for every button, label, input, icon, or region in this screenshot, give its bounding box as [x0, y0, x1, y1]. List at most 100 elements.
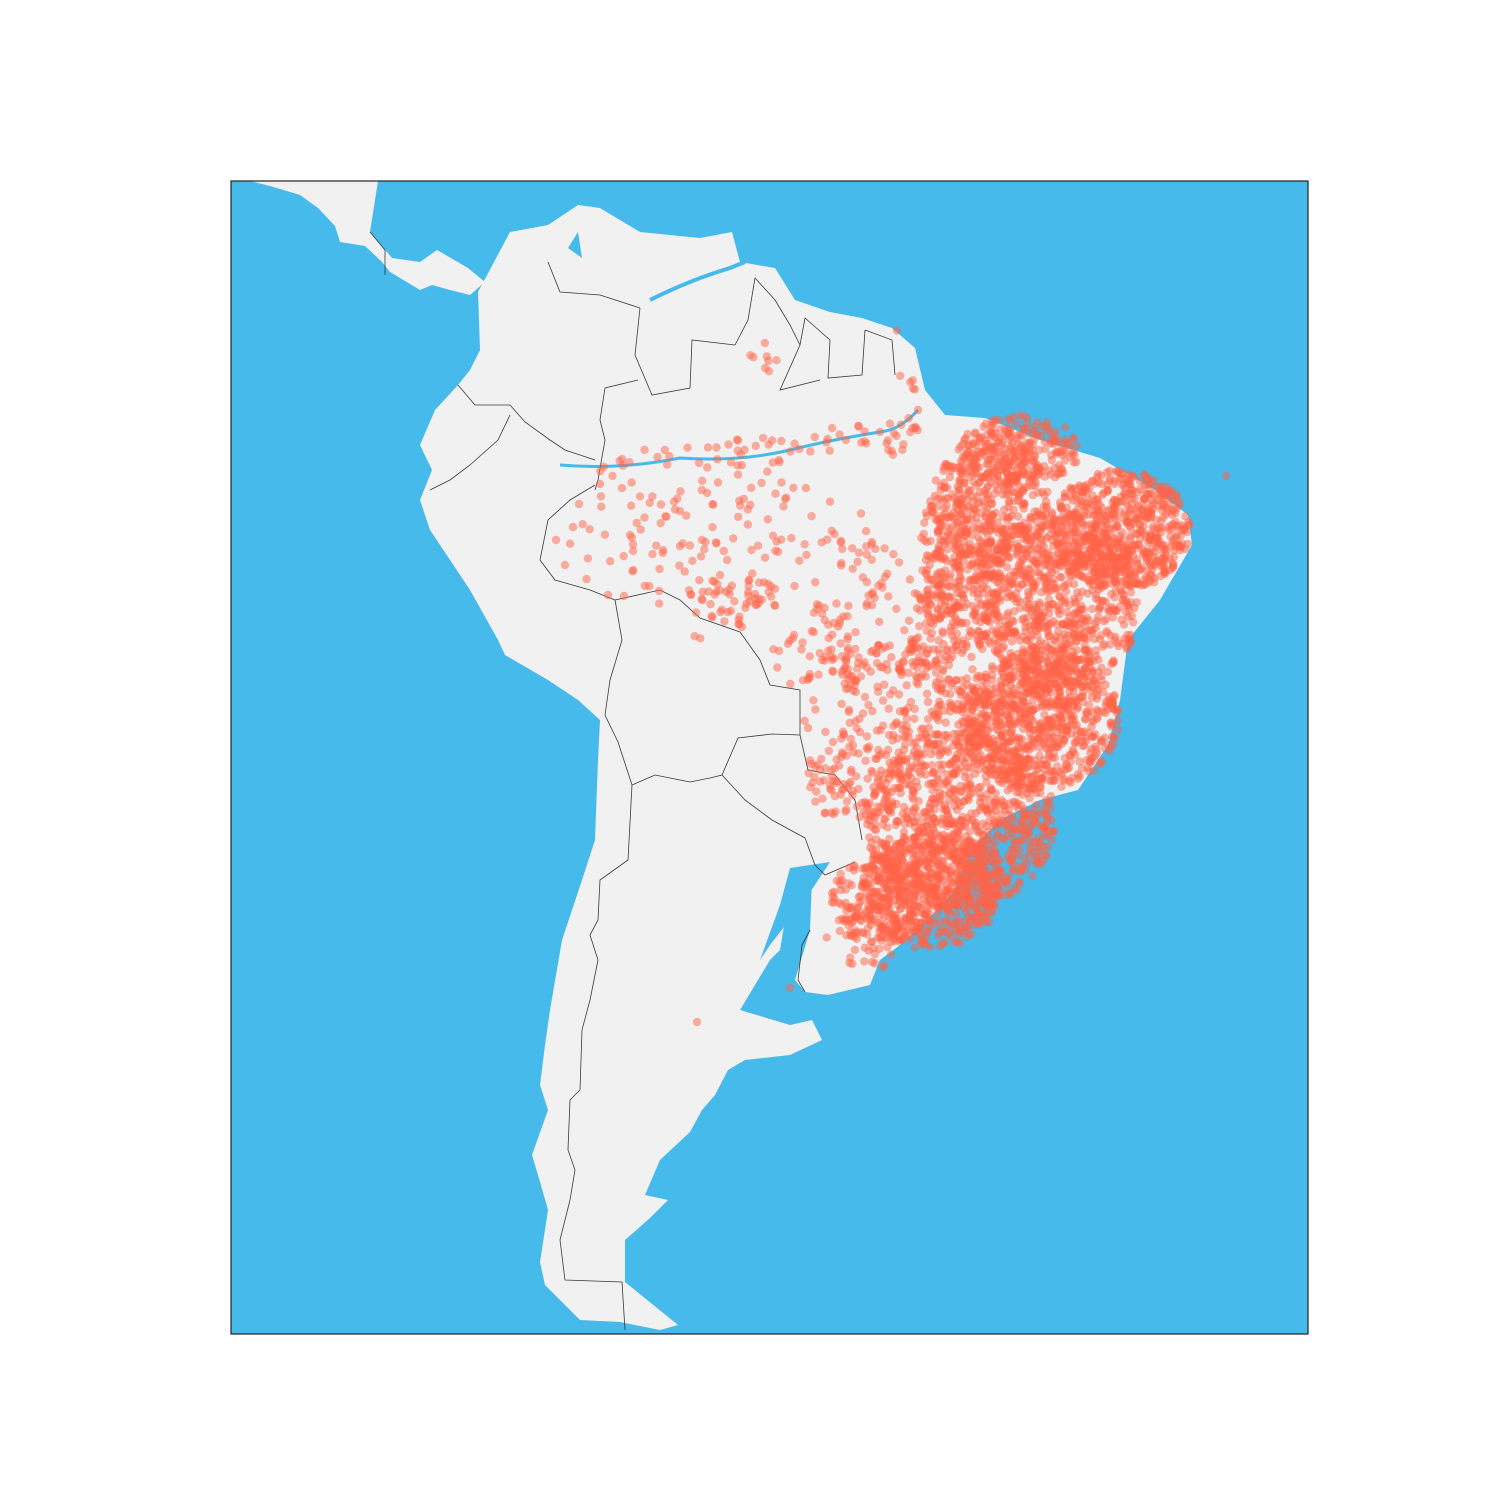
border-line: [804, 837, 856, 876]
data-point: [1097, 757, 1106, 766]
data-point: [1005, 577, 1014, 586]
data-point: [1076, 732, 1086, 741]
data-point: [1149, 504, 1158, 514]
data-point: [917, 725, 926, 734]
data-point: [1012, 886, 1022, 895]
data-point: [1068, 647, 1077, 657]
data-point: [964, 837, 973, 846]
data-point: [1011, 704, 1020, 713]
data-point: [950, 793, 959, 803]
data-point: [1008, 734, 1017, 743]
data-point: [951, 925, 961, 935]
data-point: [970, 769, 980, 778]
data-point: [969, 684, 978, 694]
border-line: [614, 589, 801, 735]
data-point: [893, 859, 902, 868]
data-point: [1150, 536, 1159, 546]
data-point: [886, 808, 896, 817]
data-point: [917, 938, 927, 948]
data-point: [1015, 604, 1025, 613]
data-point: [977, 846, 986, 855]
data-point: [955, 916, 964, 925]
data-point: [915, 767, 924, 776]
data-point: [977, 709, 986, 718]
data-point: [892, 816, 901, 826]
border-line: [754, 277, 821, 391]
data-point: [1004, 498, 1014, 507]
data-point: [1093, 612, 1103, 621]
data-point: [926, 750, 936, 759]
data-point: [1139, 522, 1148, 531]
data-point: [1103, 604, 1113, 613]
data-point: [965, 748, 974, 757]
data-point: [1016, 430, 1025, 440]
data-point: [919, 837, 928, 846]
data-point: [908, 792, 917, 801]
data-point: [990, 451, 999, 461]
data-point: [1014, 805, 1023, 814]
data-point: [932, 570, 941, 579]
data-point: [1008, 438, 1017, 447]
data-point: [947, 878, 957, 887]
data-point: [1092, 705, 1102, 715]
data-point: [880, 680, 889, 689]
data-point: [913, 663, 922, 672]
data-point: [1018, 648, 1028, 658]
data-point: [958, 494, 967, 504]
data-point: [938, 627, 947, 636]
data-point: [938, 892, 947, 901]
data-point: [1008, 829, 1017, 838]
data-point: [921, 761, 930, 770]
data-point: [864, 879, 873, 888]
data-point: [1108, 613, 1118, 622]
data-point: [1019, 632, 1028, 641]
data-point: [925, 896, 934, 906]
data-point: [977, 636, 986, 645]
data-point: [849, 866, 859, 875]
data-point: [925, 942, 935, 952]
data-point: [865, 896, 874, 905]
border-line: [721, 774, 806, 839]
data-point: [936, 744, 945, 754]
border-line: [797, 929, 811, 993]
data-point: [936, 685, 945, 694]
data-point: [979, 700, 988, 710]
data-point: [872, 905, 881, 915]
data-point: [1151, 529, 1160, 538]
data-point: [987, 907, 997, 917]
data-point: [1002, 872, 1011, 881]
data-point: [955, 522, 964, 531]
data-point: [872, 726, 882, 735]
data-point: [898, 720, 907, 730]
data-point: [1082, 556, 1091, 565]
data-point: [1025, 721, 1034, 730]
data-point: [1055, 591, 1064, 601]
data-point: [1028, 605, 1037, 615]
data-point: [903, 926, 912, 935]
data-point: [935, 614, 944, 623]
data-point: [928, 786, 937, 795]
data-point: [972, 674, 981, 683]
data-point: [1043, 583, 1052, 593]
data-point: [1023, 762, 1033, 771]
data-point: [1018, 790, 1027, 799]
data-point: [1175, 500, 1184, 510]
data-point: [998, 754, 1007, 763]
data-point: [943, 884, 952, 893]
data-point: [947, 631, 957, 640]
data-point: [909, 804, 919, 813]
data-point: [987, 432, 997, 441]
data-point: [1036, 718, 1045, 728]
data-point: [1003, 786, 1012, 795]
data-point: [979, 830, 988, 840]
data-point: [990, 866, 1000, 876]
data-point: [915, 931, 925, 940]
data-point: [1029, 427, 1038, 436]
data-point: [1003, 563, 1012, 572]
data-point: [884, 704, 893, 713]
data-point: [1110, 691, 1119, 700]
data-point: [943, 810, 952, 819]
data-point: [1003, 879, 1012, 889]
data-point: [983, 538, 992, 548]
data-point: [1057, 442, 1067, 451]
